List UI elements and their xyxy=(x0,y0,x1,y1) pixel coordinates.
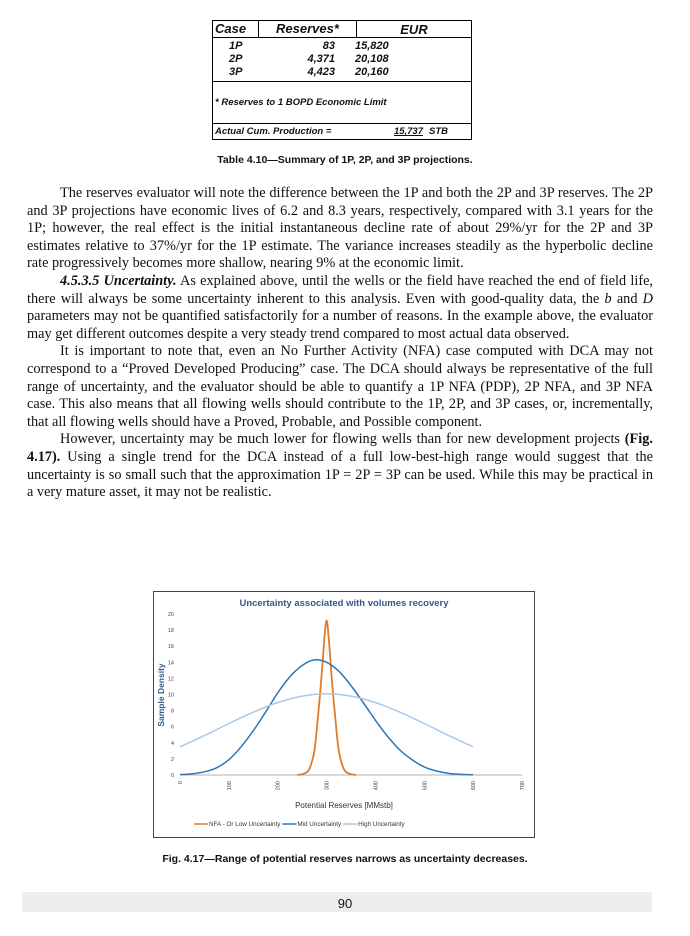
chart-legend: NFA - Or Low Uncertainty Mid Uncertainty H… xyxy=(194,821,406,828)
cell-eur: 20,108 xyxy=(355,53,389,65)
x-axis-label: Potential Reserves [MMstb] xyxy=(295,801,393,810)
paragraph-4-text-a: However, uncertainty may be much lower f… xyxy=(60,431,625,448)
paragraph-3: It is important to note that, even an No… xyxy=(27,343,653,430)
series-line-3 xyxy=(179,692,474,748)
cell-case: 1P xyxy=(229,40,243,52)
y-tick-label: 8 xyxy=(171,709,174,715)
chart-svg: Uncertainty associated with volumes reco… xyxy=(156,598,526,828)
paragraph-2: 4.5.3.5 Uncertainty. As explained above,… xyxy=(27,273,653,343)
table-row: 1P 83 15,820 xyxy=(213,40,471,53)
figure-caption: Fig. 4.17—Range of potential reserves na… xyxy=(162,853,528,865)
figure-reference: (Fig. 4.17). xyxy=(27,431,653,465)
y-tick-label: 18 xyxy=(168,628,174,634)
section-heading: 4.5.3.5 Uncertainty. xyxy=(60,272,177,289)
paragraph-1: The reserves evaluator will note the dif… xyxy=(27,185,653,272)
y-tick-label: 14 xyxy=(168,660,174,666)
x-tick-label: 600 xyxy=(471,781,477,790)
page-footer-bar xyxy=(22,892,652,912)
reserves-summary-table: Case Reserves* EUR 1P 83 15,820 2P 4,371… xyxy=(212,20,472,140)
legend-entry: Mid Uncertainty xyxy=(297,821,342,828)
uncertainty-chart: Uncertainty associated with volumes reco… xyxy=(153,591,535,838)
paragraph-2-text-e: parameters may not be quantified satisfa… xyxy=(27,308,653,342)
series-line-2 xyxy=(179,659,474,776)
cum-unit: STB xyxy=(429,126,448,137)
param-b: b xyxy=(604,290,612,307)
table-footnote: * Reserves to 1 BOPD Economic Limit xyxy=(213,81,471,123)
y-tick-label: 20 xyxy=(168,612,174,618)
cell-case: 2P xyxy=(229,53,243,65)
y-axis-label: Sample Density xyxy=(156,663,166,727)
y-tick-label: 2 xyxy=(171,757,174,763)
cell-reserves: 4,371 xyxy=(307,53,335,65)
table-row: 3P 4,423 20,160 xyxy=(213,66,471,79)
cell-eur: 15,820 xyxy=(355,40,389,52)
header-reserves: Reserves* xyxy=(259,21,357,37)
y-tick-label: 6 xyxy=(171,725,174,731)
cum-label: Actual Cum. Production = xyxy=(215,126,332,137)
table-header-row: Case Reserves* EUR xyxy=(213,21,471,38)
paragraph-4-text-b: Using a single trend for the DCA instead… xyxy=(27,448,653,501)
x-tick-label: 200 xyxy=(276,781,282,790)
y-tick-label: 4 xyxy=(171,741,174,747)
paragraph-4: However, uncertainty may be much lower f… xyxy=(27,431,653,501)
paragraph-2-text-c: and xyxy=(611,290,643,307)
x-tick-label: 500 xyxy=(422,781,428,790)
y-tick-label: 0 xyxy=(171,773,174,779)
param-d: D xyxy=(642,290,653,307)
cell-reserves: 83 xyxy=(322,40,335,52)
header-eur: EUR xyxy=(400,21,428,37)
y-tick-label: 10 xyxy=(168,693,174,699)
series-line-1 xyxy=(297,619,357,776)
legend-entry: High Uncertainty xyxy=(358,821,405,828)
cell-case: 3P xyxy=(229,66,243,78)
table-row: 2P 4,371 20,108 xyxy=(213,53,471,66)
page-number: 90 xyxy=(337,896,353,911)
chart-title: Uncertainty associated with volumes reco… xyxy=(239,598,449,609)
y-tick-label: 16 xyxy=(168,644,174,650)
x-tick-label: 300 xyxy=(325,781,331,790)
body-text: The reserves evaluator will note the dif… xyxy=(27,185,653,502)
cumulative-production-row: Actual Cum. Production = 15,737 STB xyxy=(213,123,471,139)
x-tick-label: 100 xyxy=(227,781,233,790)
table-caption: Table 4.10—Summary of 1P, 2P, and 3P pro… xyxy=(217,154,473,166)
legend-entry: NFA - Or Low Uncertainty xyxy=(209,821,281,828)
x-tick-label: 0 xyxy=(178,781,184,784)
x-tick-label: 400 xyxy=(373,781,379,790)
cum-value: 15,737 xyxy=(393,126,423,137)
header-case: Case xyxy=(213,21,259,37)
cell-eur: 20,160 xyxy=(355,66,389,78)
x-tick-label: 700 xyxy=(520,781,526,790)
series-layer xyxy=(179,619,474,776)
cell-reserves: 4,423 xyxy=(307,66,335,78)
paragraph-2-text-a: As explained above, until the wells or t… xyxy=(27,272,653,307)
y-tick-label: 12 xyxy=(168,676,174,682)
